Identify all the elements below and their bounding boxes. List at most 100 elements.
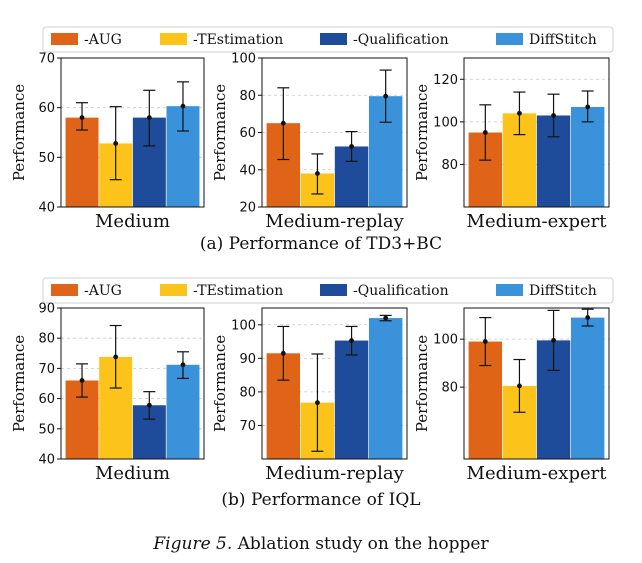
- ytick-label: 60: [38, 392, 55, 407]
- ytick-label: 60: [38, 101, 55, 116]
- ytick-label: 40: [239, 163, 256, 178]
- ytick-label: 80: [239, 89, 256, 104]
- mean-point: [315, 171, 320, 176]
- legend-label-qualification: -Qualification: [353, 32, 449, 48]
- legend-label-aug: -AUG: [84, 32, 122, 48]
- bar-aug: [65, 117, 99, 207]
- ytick-label: 80: [441, 158, 458, 173]
- ytick-label: 100: [231, 52, 256, 67]
- y-axis-label: Performance: [413, 335, 431, 432]
- legend-swatch-aug: [51, 284, 78, 296]
- legend-label-aug: -AUG: [84, 283, 122, 299]
- y-axis-label: Performance: [10, 335, 28, 432]
- panel-title: Medium-replay: [265, 463, 404, 484]
- legend-swatch-diffstitch: [496, 33, 523, 45]
- figure-label: Figure 5.: [153, 534, 233, 554]
- mean-point: [482, 339, 488, 344]
- mean-point: [383, 315, 389, 321]
- panel-title: Medium-replay: [265, 211, 404, 232]
- legend-label-diffstitch: DiffStitch: [529, 283, 597, 299]
- panel-title: Medium: [95, 463, 170, 484]
- ytick-label: 60: [239, 126, 256, 141]
- bar-diffstitch: [166, 364, 200, 459]
- mean-point: [146, 402, 152, 408]
- y-axis-label: Performance: [413, 84, 431, 181]
- legend-swatch-qualification: [320, 33, 347, 45]
- mean-point: [79, 115, 85, 120]
- plot-frame: [60, 57, 205, 208]
- bar-qualification: [334, 340, 369, 459]
- figure-text: Ablation study on the hopper: [232, 534, 489, 554]
- mean-point: [517, 110, 522, 116]
- ytick-label: 70: [239, 419, 256, 434]
- bar-diffstitch: [570, 106, 605, 207]
- panel-a-medium: 40 50 60 70 Performance Medium: [10, 52, 205, 232]
- mean-point: [180, 103, 186, 109]
- caption-row-a: (a) Performance of TD3+BC: [199, 234, 443, 254]
- mean-point: [180, 362, 186, 368]
- plot-frame: [463, 307, 610, 460]
- legend-swatch-aug: [51, 33, 78, 45]
- chart-panels: 40506070PerformanceMedium20406080100Perf…: [10, 52, 610, 484]
- panel-title: Medium: [95, 211, 170, 232]
- mean-point: [482, 130, 488, 135]
- ytick-label: 80: [239, 385, 256, 400]
- ytick-label: 80: [441, 381, 458, 396]
- ytick-label: 70: [38, 362, 55, 377]
- panel-title: Medium-expert: [467, 463, 608, 484]
- caption-row-b: (b) Performance of IQL: [221, 490, 421, 510]
- legend-label-diffstitch: DiffStitch: [529, 32, 597, 48]
- plot-frame: [261, 307, 408, 460]
- bar-diffstitch: [368, 318, 403, 459]
- mean-point: [551, 337, 556, 343]
- legend-label-testimation: -TEstimation: [193, 283, 283, 299]
- ytick-label: 70: [38, 52, 55, 67]
- ytick-label: 100: [433, 115, 458, 130]
- mean-point: [280, 350, 286, 356]
- legend-swatch-diffstitch: [496, 284, 523, 296]
- ytick-label: 120: [433, 73, 458, 88]
- legend-label-qualification: -Qualification: [353, 283, 449, 299]
- ytick-label: 50: [38, 151, 55, 166]
- ytick-label: 100: [433, 333, 458, 348]
- ytick-label: 80: [38, 332, 55, 347]
- legend-bottom: -AUG -TEstimation -Qualification DiffStitch: [42, 277, 614, 304]
- plot-frame: [463, 57, 610, 208]
- panel-title: Medium-expert: [467, 211, 608, 232]
- mean-point: [113, 141, 119, 146]
- legend-swatch-testimation: [160, 284, 187, 296]
- panel-a-medium-replay: 20 40 60 80 100 Performance Medium-replay: [211, 52, 408, 232]
- mean-point: [349, 144, 354, 149]
- ytick-label: 40: [38, 201, 55, 216]
- y-axis-label: Performance: [10, 84, 28, 181]
- legend-swatch-qualification: [320, 284, 347, 296]
- y-axis-label: Performance: [211, 84, 229, 181]
- bar-diffstitch: [570, 317, 605, 459]
- mean-point: [349, 338, 354, 343]
- ytick-label: 50: [38, 422, 55, 437]
- ytick-label: 90: [38, 302, 55, 317]
- plot-frame: [60, 307, 205, 460]
- panel-b-medium: 40 50 60 70 80 90 Performance Medium: [10, 302, 205, 484]
- mean-point: [551, 113, 556, 118]
- mean-point: [79, 378, 85, 383]
- mean-point: [113, 354, 119, 360]
- ytick-label: 90: [239, 352, 256, 367]
- ytick-label: 100: [231, 318, 256, 333]
- mean-point: [585, 104, 591, 110]
- mean-point: [383, 93, 389, 99]
- legend-swatch-testimation: [160, 33, 187, 45]
- figure-caption: Figure 5. Ablation study on the hopper: [0, 534, 642, 554]
- legend-top: -AUG -TEstimation -Qualification DiffStitch: [42, 26, 614, 53]
- mean-point: [146, 115, 152, 120]
- legend-label-testimation: -TEstimation: [193, 32, 283, 48]
- mean-point: [585, 315, 591, 320]
- ytick-label: 20: [239, 201, 256, 216]
- mean-point: [517, 383, 522, 389]
- y-axis-label: Performance: [211, 335, 229, 432]
- mean-point: [280, 120, 286, 126]
